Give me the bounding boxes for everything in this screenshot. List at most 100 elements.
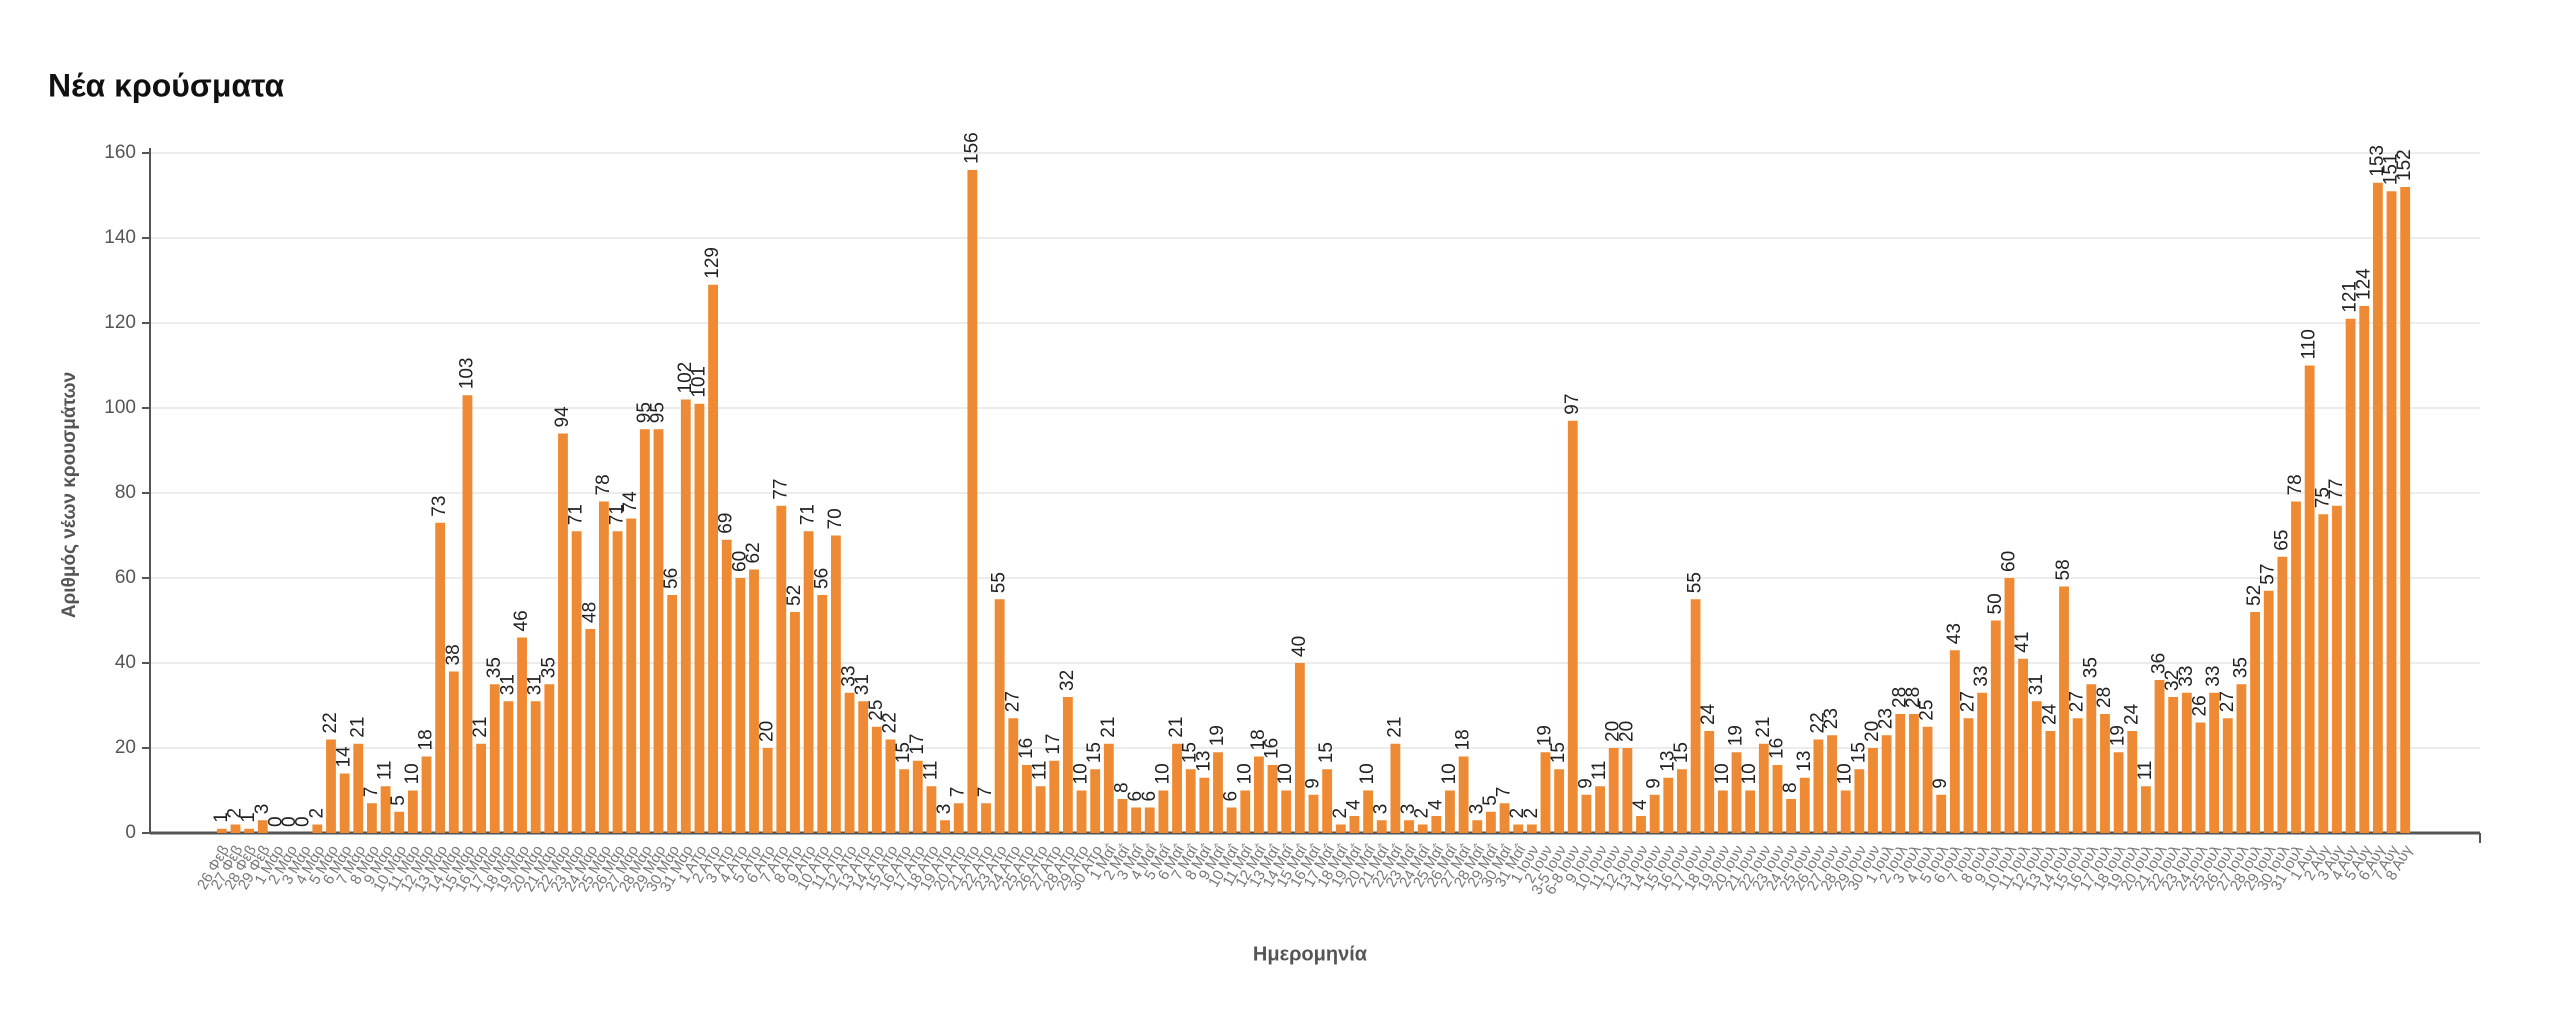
bar — [1922, 726, 1933, 833]
value-label: 24 — [1698, 703, 1719, 725]
bar — [1840, 790, 1851, 833]
bar — [912, 760, 923, 833]
y-tick-label: 160 — [104, 142, 136, 163]
bar — [1881, 735, 1892, 833]
bar — [1990, 620, 2001, 833]
bar — [1758, 743, 1769, 833]
bar — [1526, 824, 1537, 833]
bar — [817, 595, 828, 833]
value-label: 10 — [1439, 763, 1460, 784]
value-label: 70 — [825, 508, 846, 529]
value-label: 15 — [1316, 742, 1337, 763]
bar — [1813, 739, 1824, 833]
value-label: 31 — [852, 674, 873, 695]
bar — [1595, 786, 1605, 833]
value-label: 110 — [2299, 329, 2320, 359]
bar — [2086, 684, 2097, 833]
bar — [394, 811, 405, 833]
bar — [1786, 799, 1797, 833]
bar — [558, 433, 568, 833]
value-label: 21 — [1753, 717, 1774, 738]
bar — [216, 828, 227, 833]
value-label: 1 — [211, 812, 232, 823]
value-label: 55 — [989, 572, 1010, 593]
bar — [1622, 748, 1633, 833]
bar — [1062, 697, 1073, 833]
bar — [1035, 786, 1046, 833]
value-label: 2 — [1330, 808, 1351, 819]
value-label: 52 — [2244, 585, 2265, 606]
value-label: 71 — [607, 504, 628, 525]
value-label: 4 — [1343, 799, 1364, 810]
y-tick-label: 40 — [115, 652, 136, 673]
bar — [680, 399, 691, 833]
bar — [2345, 318, 2356, 833]
y-tick-label: 20 — [115, 737, 136, 758]
value-label: 10 — [1275, 763, 1296, 784]
bar — [1895, 714, 1906, 833]
bar — [967, 170, 978, 833]
value-label: 21 — [347, 717, 368, 738]
value-label: 4 — [1630, 799, 1651, 810]
value-label: 10 — [1071, 763, 1092, 784]
bar — [2222, 718, 2233, 833]
value-label: 21 — [1098, 717, 1119, 738]
value-label: 102 — [675, 362, 696, 394]
value-label: 3 — [1371, 804, 1392, 815]
bar — [489, 684, 500, 833]
bar — [953, 803, 964, 833]
y-tick-label: 100 — [104, 397, 136, 418]
value-label: 33 — [1971, 666, 1992, 687]
bar — [1540, 752, 1551, 833]
bar — [1717, 790, 1728, 833]
value-label: 2 — [1412, 808, 1433, 819]
value-label: 35 — [538, 657, 559, 678]
value-label: 31 — [497, 674, 518, 695]
bar — [2018, 658, 2029, 833]
bar — [435, 522, 446, 833]
bar — [2359, 306, 2370, 833]
value-label: 23 — [1821, 708, 1842, 729]
bar — [2113, 752, 2124, 833]
value-label: 71 — [566, 504, 587, 525]
value-label: 31 — [2026, 674, 2047, 695]
value-label: 15 — [1671, 742, 1692, 763]
value-label: 151 — [2381, 154, 2402, 186]
value-label: 36 — [2149, 653, 2170, 674]
bar — [1649, 794, 1660, 833]
value-label: 6 — [1221, 791, 1242, 802]
bar — [1199, 777, 1210, 833]
bar — [598, 501, 609, 833]
value-label: 153 — [2367, 145, 2388, 177]
bar — [2386, 191, 2397, 833]
bar — [1144, 807, 1155, 833]
bar — [926, 786, 937, 833]
value-label: 35 — [2230, 657, 2251, 678]
bar — [2154, 680, 2165, 833]
bar — [1103, 743, 1114, 833]
value-label: 22 — [879, 712, 900, 733]
value-label: 23 — [1876, 708, 1897, 729]
bar — [1949, 650, 1960, 833]
bar — [694, 403, 705, 833]
value-label: 13 — [1794, 751, 1815, 772]
value-label: 7 — [975, 787, 996, 798]
bar — [2004, 578, 2015, 833]
bar — [1567, 420, 1578, 833]
value-label: 3 — [1466, 804, 1487, 815]
value-label: 38 — [443, 644, 464, 665]
bar — [1485, 811, 1496, 833]
value-label: 74 — [620, 491, 641, 513]
value-label: 71 — [798, 504, 819, 525]
value-label: 156 — [961, 132, 982, 164]
bar — [1677, 769, 1687, 833]
value-label: 11 — [1030, 761, 1051, 781]
bar — [530, 701, 541, 833]
bar — [544, 684, 555, 833]
value-label: 18 — [1453, 729, 1474, 750]
bar — [1745, 790, 1756, 833]
bar — [353, 743, 364, 833]
bar — [1240, 790, 1251, 833]
x-axis-label: Ημερομηνία — [1253, 943, 1368, 965]
